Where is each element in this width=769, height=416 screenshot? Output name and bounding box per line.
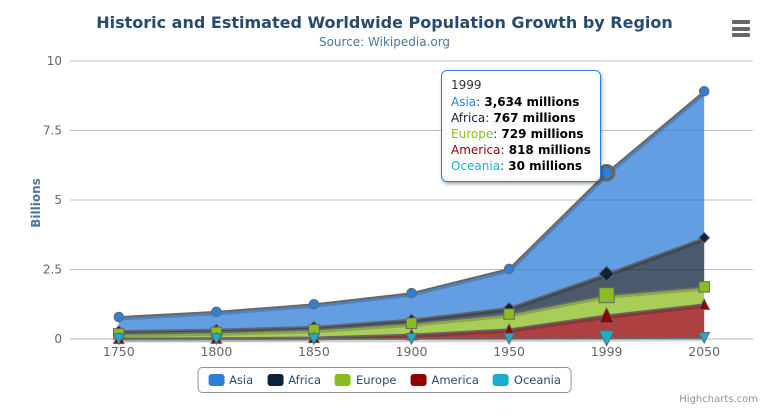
legend-label: Africa — [288, 373, 321, 387]
area-america[interactable] — [118, 304, 705, 339]
marker-asia-2050[interactable] — [698, 86, 710, 97]
marker-oceania-2050[interactable] — [698, 331, 711, 345]
legend-label: Oceania — [513, 373, 561, 387]
x-axis-label: 1750 — [103, 344, 135, 359]
legend-item-asia[interactable]: Asia — [208, 373, 253, 387]
tooltip-series-value: 30 millions — [504, 159, 583, 173]
legend-item-africa[interactable]: Africa — [267, 373, 321, 387]
tooltip-series-name: America — [451, 143, 501, 157]
legend-symbol — [492, 374, 509, 386]
tooltip-header: 1999 — [451, 78, 482, 92]
tooltip-row: Oceania: 30 millions — [451, 159, 583, 173]
tooltip-series-name: Africa — [451, 111, 486, 125]
hamburger-icon — [732, 20, 752, 37]
tooltip-series-value: 767 millions — [489, 111, 576, 125]
y-axis-label: 5 — [54, 193, 62, 207]
x-axis-label: 1950 — [493, 344, 525, 359]
y-axis-label: 2.5 — [43, 263, 62, 277]
marker-oceania-1900[interactable] — [405, 333, 418, 346]
tooltip-series-value: 818 millions — [504, 143, 591, 157]
marker-oceania-1950[interactable] — [503, 332, 516, 345]
legend-symbol — [267, 374, 284, 386]
credits-link[interactable]: Highcharts.com — [679, 394, 758, 405]
marker-europe-1900[interactable] — [405, 317, 418, 329]
tooltip-row: Europe: 729 millions — [451, 127, 584, 141]
marker-africa-2050[interactable] — [698, 231, 711, 244]
legend-symbol — [208, 374, 225, 386]
x-axis-label: 2050 — [688, 344, 720, 359]
marker-america-1999[interactable] — [598, 306, 615, 324]
marker-europe-1950[interactable] — [503, 308, 515, 320]
x-axis-label: 1900 — [396, 344, 428, 359]
tooltip-row: America: 818 millions — [451, 143, 591, 157]
marker-america-2050[interactable] — [698, 297, 711, 311]
legend-item-oceania[interactable]: Oceania — [492, 373, 561, 387]
x-axis-label: 1800 — [200, 344, 232, 359]
x-axis-label: 1850 — [298, 344, 330, 359]
tooltip-series-name: Asia — [451, 95, 477, 109]
marker-oceania-1850[interactable] — [307, 333, 320, 346]
marker-oceania-1800[interactable] — [210, 333, 223, 346]
legend-item-europe[interactable]: Europe — [335, 373, 396, 387]
legend-label: Asia — [229, 373, 254, 387]
tooltip-series-value: 3,634 millions — [480, 95, 580, 109]
marker-europe-1999[interactable] — [598, 287, 615, 304]
tooltip-series-name: Europe — [451, 127, 494, 141]
tooltip-row: Africa: 767 millions — [451, 111, 576, 125]
tooltip-series-name: Oceania — [451, 159, 501, 173]
marker-asia-1750[interactable] — [113, 311, 125, 323]
marker-asia-1900[interactable] — [406, 287, 417, 299]
marker-asia-1850[interactable] — [308, 298, 320, 310]
y-axis-label: 10 — [47, 54, 62, 68]
x-axis-label: 1999 — [591, 344, 623, 359]
tooltip: 1999 Asia: 3,634 millions Africa: 767 mil… — [441, 70, 601, 182]
legend-item-america[interactable]: America — [410, 373, 479, 387]
chart-subtitle: Source: Wikipedia.org — [318, 35, 451, 49]
export-menu-button[interactable] — [732, 20, 752, 37]
area-africa[interactable] — [118, 237, 705, 334]
y-axis-label: 0 — [54, 332, 62, 346]
legend-label: America — [431, 373, 479, 387]
legend-label: Europe — [356, 373, 397, 387]
chart-title: Historic and Estimated Worldwide Populat… — [96, 13, 673, 32]
marker-oceania-1750[interactable] — [112, 333, 125, 346]
y-axis-label: 7.5 — [43, 124, 62, 138]
tooltip-row: Asia: 3,634 millions — [451, 95, 580, 109]
legend: Asia Africa Europe America Oceania — [197, 367, 572, 393]
marker-oceania-1999[interactable] — [598, 330, 615, 347]
marker-asia-1800[interactable] — [211, 306, 222, 318]
legend-symbol — [410, 374, 427, 386]
tooltip-series-value: 729 millions — [497, 127, 584, 141]
area-asia[interactable] — [118, 91, 705, 331]
marker-africa-1999[interactable] — [598, 265, 615, 283]
legend-symbol — [335, 374, 351, 386]
marker-asia-1999[interactable] — [597, 164, 616, 182]
marker-asia-1950[interactable] — [503, 263, 515, 275]
marker-europe-2050[interactable] — [698, 281, 710, 293]
